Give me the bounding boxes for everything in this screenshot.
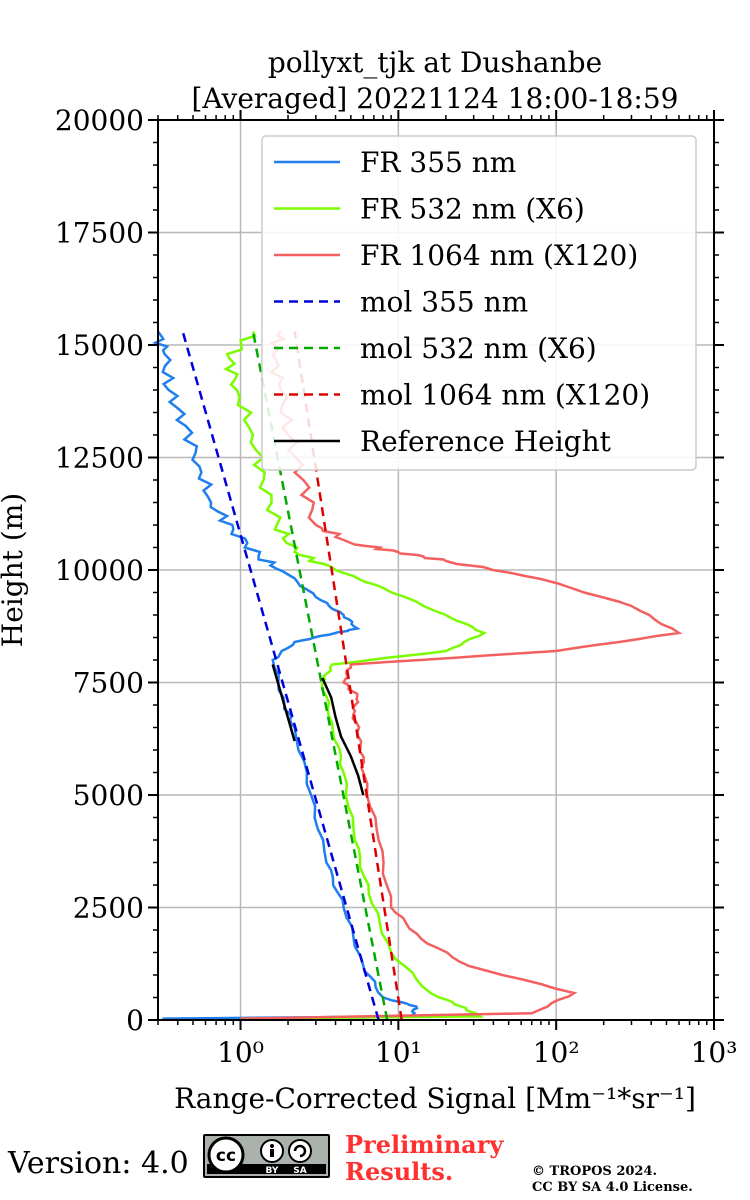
copyright-line2: CC BY SA 4.0 License.	[532, 1180, 693, 1195]
legend-label-3: mol 355 nm	[360, 286, 528, 319]
series-line-6	[271, 664, 296, 742]
copyright-line1: © TROPOS 2024.	[532, 1164, 658, 1179]
legend-label-1: FR 532 nm (X6)	[360, 193, 585, 226]
y-tick-label: 20000	[55, 104, 144, 137]
copyright-text: © TROPOS 2024. CC BY SA 4.0 License.	[532, 1164, 693, 1196]
y-tick-label: 15000	[55, 329, 144, 362]
by-label: BY	[266, 1166, 279, 1176]
series-line-5	[293, 331, 403, 1021]
chart-title-line2: [Averaged] 20221124 18:00-18:59	[192, 82, 679, 115]
axis-ticks: 0 2500 5000 7500 10000 12500 15000 17500 20000 10…	[55, 104, 738, 1069]
cc-text: cc	[216, 1146, 236, 1166]
y-tick-label: 10000	[55, 554, 144, 587]
y-tick-label: 0	[126, 1004, 144, 1037]
legend-label-2: FR 1064 nm (X120)	[360, 239, 638, 272]
y-axis-label: Height (m)	[0, 493, 29, 647]
legend: FR 355 nm FR 532 nm (X6) FR 1064 nm (X120)…	[261, 135, 697, 471]
series-line-0	[152, 330, 419, 1020]
series-line-1	[223, 330, 488, 1020]
legend-label-6: Reference Height	[360, 425, 612, 458]
cc-license-badge: cc BY SA	[203, 1134, 330, 1178]
series-line-2	[240, 330, 683, 1020]
legend-label-5: mol 1064 nm (X120)	[360, 379, 650, 412]
x-tick-label: 10³	[691, 1036, 738, 1069]
legend-label-4: mol 532 nm (X6)	[360, 332, 597, 365]
y-tick-label: 12500	[55, 442, 144, 475]
legend-box	[261, 135, 697, 471]
sa-label: SA	[293, 1166, 306, 1176]
y-tick-label: 17500	[55, 217, 144, 250]
series-line-4	[251, 331, 389, 1021]
version-text: Version: 4.0	[8, 1146, 189, 1181]
x-tick-label: 10⁰	[217, 1036, 264, 1069]
x-tick-label: 10²	[533, 1036, 580, 1069]
x-axis-label: Range-Corrected Signal [Mm⁻¹*sr⁻¹]	[174, 1082, 696, 1115]
y-tick-label: 2500	[73, 892, 144, 925]
y-tick-label: 7500	[73, 667, 144, 700]
preliminary-line2: Results.	[345, 1157, 454, 1186]
y-tick-label: 5000	[73, 779, 144, 812]
chart-title-line1: pollyxt_tjk at Dushanbe	[268, 46, 602, 79]
series-line-6-b	[321, 677, 365, 796]
sa-share-icon	[288, 1139, 312, 1163]
x-tick-label: 10¹	[375, 1036, 422, 1069]
cc-circle-icon	[207, 1136, 245, 1174]
preliminary-results-text: Preliminary Results.	[345, 1131, 503, 1185]
series-group	[152, 330, 683, 1021]
preliminary-line1: Preliminary	[345, 1130, 504, 1159]
legend-label-0: FR 355 nm	[360, 146, 516, 179]
